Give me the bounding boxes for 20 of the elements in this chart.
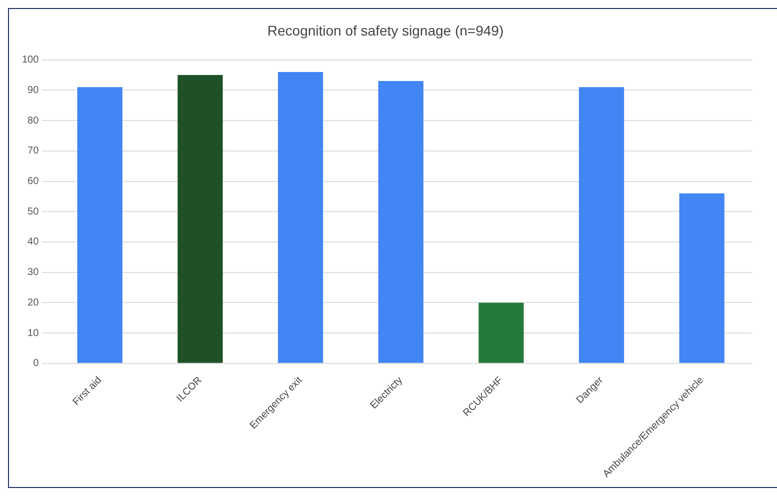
chart-title: Recognition of safety signage (n=949) (267, 22, 504, 38)
bar (679, 193, 724, 363)
y-tick-label: 100 (22, 54, 40, 66)
x-tick-label: First aid (70, 374, 104, 408)
bar (178, 74, 223, 363)
y-tick-label: 90 (28, 84, 40, 96)
y-tick-label: 50 (28, 206, 40, 218)
y-tick-label: 30 (28, 267, 40, 278)
bar (478, 302, 524, 363)
y-tick-label: 70 (28, 146, 40, 157)
y-tick-label: 40 (28, 236, 40, 248)
bar (378, 81, 424, 363)
bar (77, 87, 122, 363)
bar (278, 72, 324, 363)
y-tick-label: 0 (33, 358, 40, 370)
y-tick-label: 60 (28, 176, 40, 188)
y-tick-label: 20 (28, 297, 40, 308)
bar (578, 87, 624, 363)
y-tick-label: 80 (28, 115, 40, 126)
y-tick-label: 10 (28, 328, 40, 339)
